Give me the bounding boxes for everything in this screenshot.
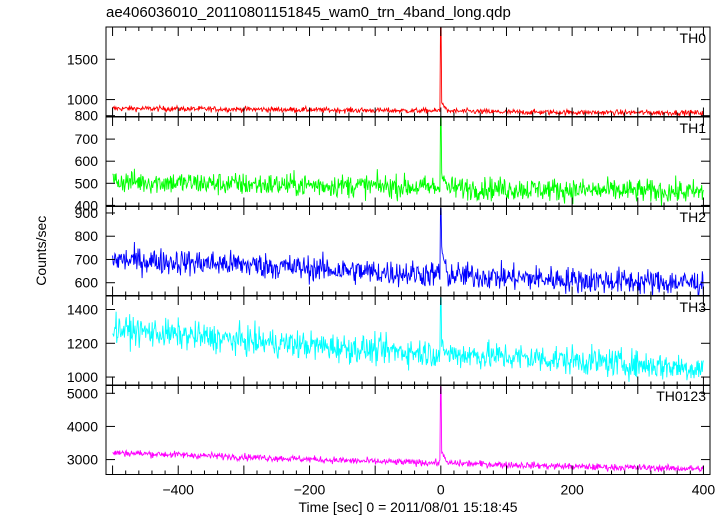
y-tick-label: 500 [75, 175, 99, 191]
y-tick-label: 700 [75, 251, 99, 267]
y-tick-label: 800 [75, 108, 99, 124]
x-tick-label: −200 [294, 482, 326, 498]
y-tick-label: 800 [75, 228, 99, 244]
panel-frame-th0 [105, 26, 711, 117]
series-line-th0123 [112, 386, 704, 473]
y-tick-label: 1200 [67, 335, 98, 351]
panel-label-th1: TH1 [680, 120, 707, 136]
y-tick-label: 600 [75, 275, 99, 291]
series-line-th1 [112, 117, 704, 206]
y-tick-label: 1500 [67, 51, 98, 67]
y-tick-label: 600 [75, 153, 99, 169]
panel-frame-th0123 [105, 384, 711, 475]
panel-label-th3: TH3 [680, 299, 707, 315]
y-tick-label: 5000 [67, 385, 98, 401]
y-tick-label: 1000 [67, 92, 98, 108]
series-line-th0 [112, 27, 704, 117]
y-tick-label: 3000 [67, 452, 98, 468]
x-axis-title: Time [sec] 0 = 2011/08/01 15:18:45 [298, 499, 517, 515]
y-tick-label: 900 [75, 205, 99, 221]
x-tick-label: 400 [692, 482, 716, 498]
plot-title: ae406036010_20110801151845_wam0_trn_4ban… [106, 4, 511, 21]
y-axis-title: Counts/sec [33, 216, 49, 286]
x-tick-label: 0 [437, 482, 445, 498]
y-tick-label: 1400 [67, 302, 98, 318]
panel-label-th0: TH0 [680, 30, 707, 46]
y-tick-label: 1000 [67, 369, 98, 385]
panel-label-th0123: TH0123 [656, 388, 706, 404]
y-tick-label: 4000 [67, 418, 98, 434]
y-tick-label: 700 [75, 131, 99, 147]
x-tick-label: −400 [162, 482, 194, 498]
panel-frame-th2 [105, 205, 711, 296]
x-tick-label: 200 [560, 482, 584, 498]
panel-label-th2: TH2 [680, 209, 707, 225]
y-tick-label: 400 [75, 197, 99, 213]
series-line-th3 [112, 297, 704, 382]
series-line-th2 [112, 207, 704, 296]
